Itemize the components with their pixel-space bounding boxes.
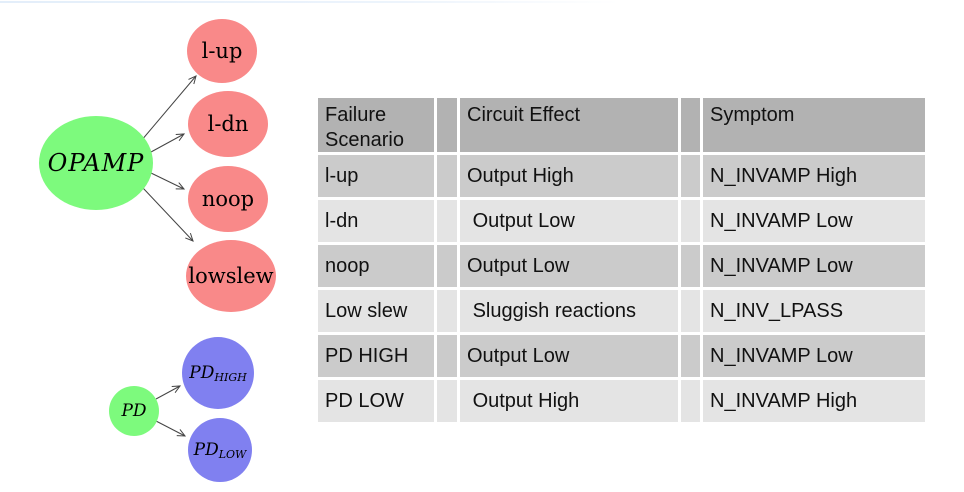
cell-spacer: [437, 245, 457, 287]
header-spacer-1: [437, 98, 457, 152]
node-pdhigh-label: PDHIGH: [188, 363, 247, 384]
node-ldn-label: l-dn: [208, 112, 249, 136]
header-spacer-2: [681, 98, 700, 152]
cell-effect: Output Low: [460, 245, 678, 287]
node-ldn[interactable]: [188, 91, 268, 157]
cell-effect: Output Low: [460, 335, 678, 377]
node-pdlow[interactable]: [188, 418, 252, 482]
node-lup[interactable]: [187, 19, 257, 83]
node-noop[interactable]: [188, 166, 268, 232]
cell-effect: Output Low: [460, 200, 678, 242]
cell-spacer: [437, 290, 457, 332]
cell-spacer: [437, 200, 457, 242]
node-noop-label: noop: [202, 187, 254, 211]
node-pdhigh-subscript: HIGH: [213, 371, 247, 384]
node-lowslew-label: lowslew: [188, 264, 273, 288]
fault-diagram: OPAMP l-up l-dn noop lowslew PD PDHIGH P…: [39, 19, 276, 482]
node-pd-label: PD: [120, 401, 146, 421]
node-pdlow-label: PDLOW: [193, 440, 248, 461]
cell-spacer: [681, 290, 700, 332]
cell-effect: Output High: [460, 155, 678, 197]
node-opamp[interactable]: [39, 116, 153, 210]
header-symptom: Symptom: [703, 98, 925, 152]
cell-spacer: [437, 155, 457, 197]
cell-symptom: N_INVAMP Low: [703, 200, 925, 242]
arrow-opamp-to-noop: [150, 172, 186, 190]
failure-table: Failure Scenario Circuit Effect Symptom …: [318, 98, 925, 422]
cell-scenario: PD HIGH: [318, 335, 434, 377]
arrow-pd-to-pdhigh: [155, 385, 182, 400]
cell-spacer: [681, 245, 700, 287]
cell-symptom: N_INV_LPASS: [703, 290, 925, 332]
arrow-opamp-to-lup: [140, 75, 197, 142]
arrow-pd-to-pdlow: [155, 420, 187, 437]
cell-effect: Output High: [460, 380, 678, 422]
header-circuit-effect: Circuit Effect: [460, 98, 678, 152]
node-pdlow-base: PD: [193, 440, 219, 460]
cell-scenario: noop: [318, 245, 434, 287]
cell-scenario: PD LOW: [318, 380, 434, 422]
node-pdhigh[interactable]: [182, 337, 254, 409]
node-pdlow-subscript: LOW: [218, 448, 248, 461]
cell-symptom: N_INVAMP High: [703, 155, 925, 197]
node-lup-label: l-up: [202, 39, 243, 63]
cell-spacer: [681, 155, 700, 197]
arrow-opamp-to-ldn: [150, 133, 186, 153]
node-lowslew[interactable]: [186, 240, 276, 312]
cell-spacer: [681, 335, 700, 377]
cell-spacer: [437, 335, 457, 377]
cell-scenario: Low slew: [318, 290, 434, 332]
cell-scenario: l-up: [318, 155, 434, 197]
cell-scenario: l-dn: [318, 200, 434, 242]
cell-effect: Sluggish reactions: [460, 290, 678, 332]
cell-spacer: [681, 380, 700, 422]
top-edge-highlight: [0, 1, 620, 3]
arrow-opamp-to-lowslew: [142, 187, 194, 242]
cell-spacer: [437, 380, 457, 422]
node-opamp-label: OPAMP: [48, 149, 145, 177]
cell-symptom: N_INVAMP Low: [703, 335, 925, 377]
node-pdhigh-base: PD: [188, 363, 214, 383]
header-failure-scenario: Failure Scenario: [318, 98, 434, 152]
cell-symptom: N_INVAMP Low: [703, 245, 925, 287]
node-pd[interactable]: [109, 386, 159, 436]
cell-symptom: N_INVAMP High: [703, 380, 925, 422]
cell-spacer: [681, 200, 700, 242]
